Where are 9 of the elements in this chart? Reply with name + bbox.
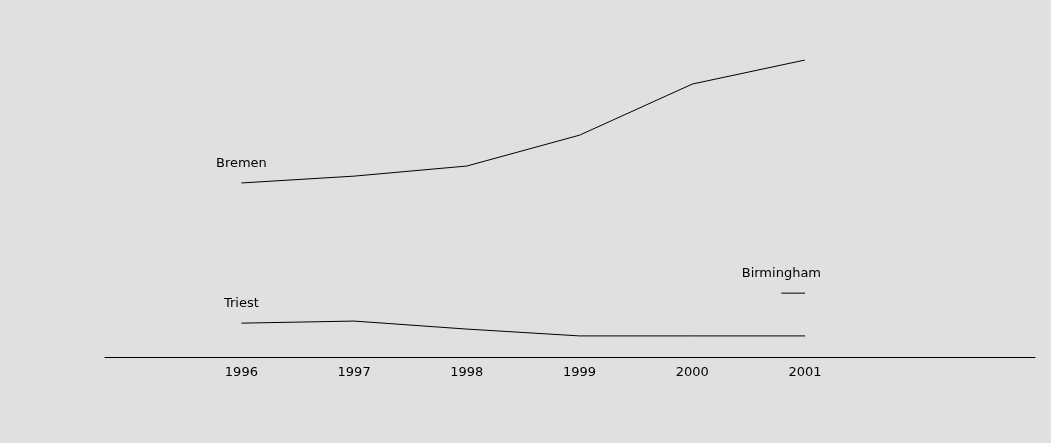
x-tick-label: 1997	[337, 364, 371, 379]
x-tick-label: 1999	[563, 364, 597, 379]
series-label: Birmingham	[741, 265, 822, 281]
x-tick-label: 2001	[788, 364, 822, 379]
series-label: Triest	[222, 295, 259, 311]
x-tick-label: 2000	[675, 364, 709, 379]
series-label: Bremen	[215, 154, 267, 170]
x-tick-label: 1998	[450, 364, 484, 379]
x-tick-label: 1996	[224, 364, 258, 379]
